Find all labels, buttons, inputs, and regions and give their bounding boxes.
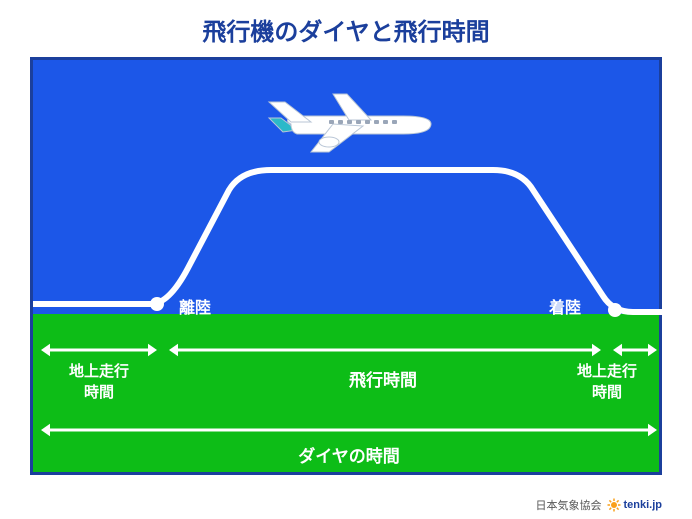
landing-label: 着陸 <box>549 294 581 318</box>
flight-label: 飛行時間 <box>293 366 473 391</box>
page-title: 飛行機のダイヤと飛行時間 <box>30 12 662 47</box>
footer: 日本気象協会 tenki.jp <box>535 497 662 513</box>
sun-icon <box>607 498 621 512</box>
takeoff-label: 離陸 <box>179 294 211 318</box>
footer-org: 日本気象協会 <box>535 497 601 513</box>
takeoff-dot <box>150 297 164 311</box>
footer-brand: tenki.jp <box>623 499 662 511</box>
schedule-label: ダイヤの時間 <box>233 442 465 467</box>
ground-right-label: 地上走行時間 <box>553 360 661 402</box>
ground-right-arrow <box>33 338 665 362</box>
schedule-arrow <box>33 418 665 442</box>
footer-logo: tenki.jp <box>607 498 662 512</box>
landing-dot <box>608 303 622 317</box>
diagram-panel: 離陸 着陸 地上走行時間 飛行時間 地上走行時間 ダイヤの時間 <box>30 57 662 475</box>
ground-left-label: 地上走行時間 <box>45 360 153 402</box>
airplane-icon <box>263 80 443 160</box>
